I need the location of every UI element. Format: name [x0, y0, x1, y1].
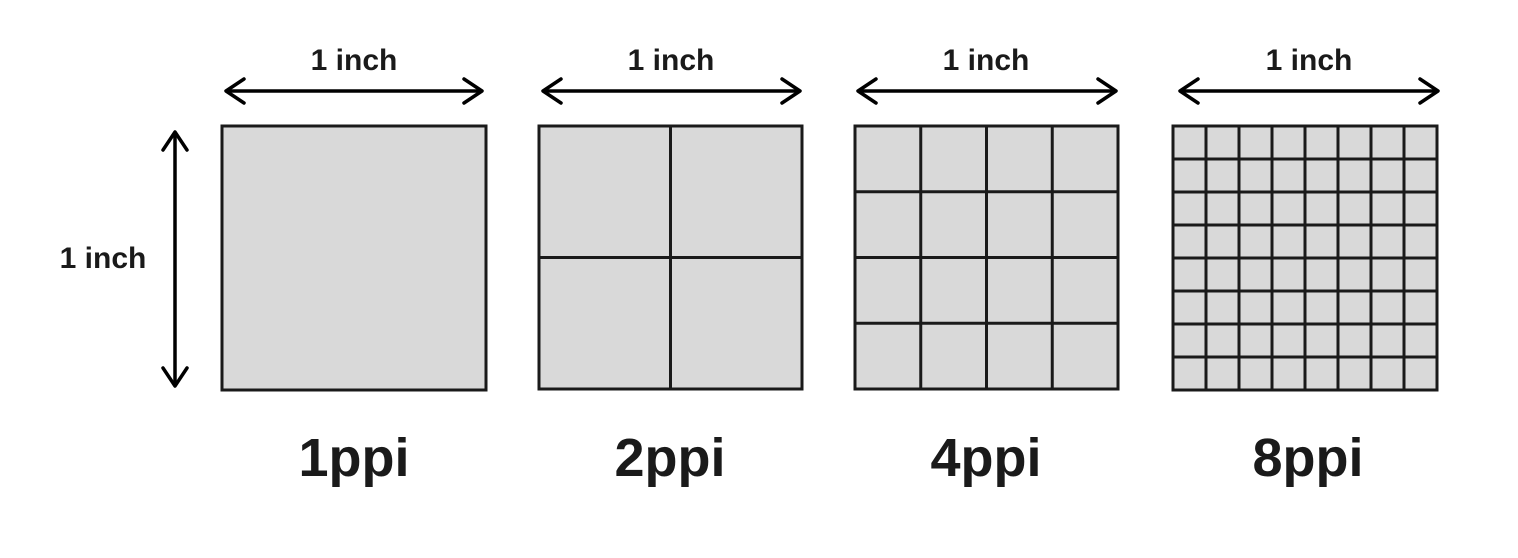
- width-dimension: 1 inch: [541, 44, 802, 105]
- width-dimension: 1 inch: [224, 44, 484, 105]
- width-dimension-label: 1 inch: [311, 44, 398, 77]
- resolution-label: 2ppi: [614, 428, 725, 488]
- panel-2ppi: 1 inch 2ppi: [537, 44, 804, 488]
- width-arrow-head-right: [1096, 77, 1118, 105]
- width-dimension: 1 inch: [856, 44, 1118, 105]
- vertical-dimension: 1 inch: [60, 130, 189, 388]
- width-arrow-head-left: [1178, 77, 1200, 105]
- width-arrow-head-right: [780, 77, 802, 105]
- vertical-dimension-label: 1 inch: [60, 242, 147, 275]
- pixel-grid: [853, 124, 1120, 391]
- resolution-label: 4ppi: [930, 428, 1041, 488]
- width-arrow-head-right: [462, 77, 484, 105]
- panel-1ppi: 1 inch 1ppi: [220, 44, 488, 488]
- pixel-square: [220, 124, 488, 392]
- width-dimension-label: 1 inch: [628, 44, 715, 77]
- resolution-label: 1ppi: [298, 428, 409, 488]
- width-dimension-label: 1 inch: [943, 44, 1030, 77]
- width-arrow-head-right: [1418, 77, 1440, 105]
- resolution-label: 8ppi: [1252, 428, 1363, 488]
- pixel-grid: [220, 124, 488, 392]
- pixel-grid: [537, 124, 804, 391]
- width-arrow-head-left: [541, 77, 563, 105]
- panel-4ppi: 1 inch 4ppi: [853, 44, 1120, 488]
- panel-8ppi: 1 inch 8ppi: [1171, 44, 1440, 488]
- pixel-grid: [1171, 124, 1439, 392]
- width-arrow-head-left: [856, 77, 878, 105]
- width-dimension-label: 1 inch: [1266, 44, 1353, 77]
- width-arrow-head-left: [224, 77, 246, 105]
- width-dimension: 1 inch: [1178, 44, 1440, 105]
- vertical-arrow-head-down: [161, 366, 189, 388]
- vertical-arrow-head-up: [161, 130, 189, 152]
